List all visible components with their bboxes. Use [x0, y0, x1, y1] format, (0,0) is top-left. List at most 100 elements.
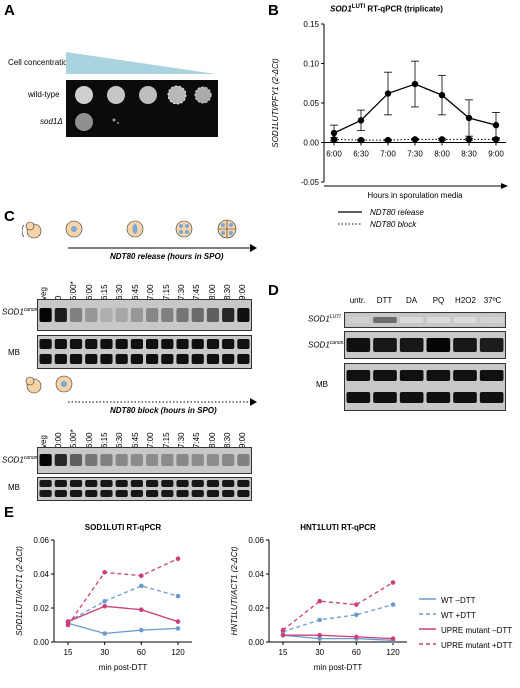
- blot-band: [161, 490, 174, 497]
- block-cartoons: [25, 375, 73, 394]
- block-lane-label: 6:15: [100, 432, 110, 448]
- release-lane-label: 5:00*: [69, 281, 79, 300]
- vegetative-cell-icon: [22, 221, 42, 239]
- blot-band: [191, 480, 204, 487]
- blot-band: [453, 370, 477, 381]
- release-lane-label: 7:45: [192, 284, 202, 300]
- release-lane-labels: veg 0 5:00* 6:00 6:15 6:30 6:45 7:00 7:15 7:30 7:4…: [37, 263, 252, 300]
- e-x-tick-label: 120: [386, 648, 400, 657]
- blot-band: [399, 338, 424, 352]
- blot-band: [146, 308, 159, 322]
- blot-band: [85, 454, 98, 466]
- blot-band: [54, 308, 67, 322]
- blot-band: [69, 454, 83, 466]
- b-x-tick-label: 7:30: [407, 150, 423, 159]
- blot-band: [373, 370, 397, 381]
- block-sod1-bands: [38, 448, 251, 473]
- e-point: [317, 617, 322, 623]
- e-legend-label: UPRE mutant +DTT: [441, 641, 513, 650]
- blot-band: [115, 490, 128, 497]
- blot-band: [237, 480, 250, 487]
- b-point: [465, 114, 473, 122]
- blot-band: [54, 339, 67, 349]
- blot-band: [39, 480, 52, 487]
- blot-band: [100, 454, 113, 466]
- d-row2-gene: SOD1: [308, 340, 330, 350]
- panel-d-lane-labels: untr. DTT DA PQ H2O2 37ºC: [344, 296, 506, 312]
- e-series-line: [282, 634, 394, 641]
- blot-band: [479, 338, 504, 352]
- blot-band: [130, 354, 143, 364]
- d-mb-label: MB: [316, 380, 328, 389]
- e-series-line: [283, 634, 394, 640]
- blot-band: [191, 339, 204, 349]
- blot-background: [345, 313, 505, 327]
- b-point: [492, 121, 500, 129]
- e-point: [139, 583, 144, 589]
- blot-band: [176, 454, 189, 466]
- blot-band: [130, 308, 143, 322]
- block-lane-label: 6:00: [84, 432, 94, 448]
- spot-plate: [66, 80, 218, 137]
- title-sup: LUTI: [351, 4, 366, 10]
- blot-band: [39, 354, 52, 364]
- blot-band: [237, 354, 250, 364]
- e-legend-label: WT +DTT: [441, 611, 476, 620]
- e-point: [317, 598, 322, 604]
- b-x-tick-label: 6:30: [353, 150, 369, 159]
- release-lane-label: 8:00: [207, 284, 217, 300]
- blot-band: [146, 454, 159, 466]
- d-lane-label: DTT: [376, 296, 393, 305]
- panel-letter-d: D: [268, 282, 279, 299]
- blot-band: [453, 317, 477, 323]
- blot-band: [222, 480, 235, 487]
- e-x-tick-label: 30: [315, 648, 324, 657]
- blot-band: [69, 490, 83, 497]
- blot-band: [453, 338, 477, 352]
- blot-background: [345, 332, 505, 358]
- blot-band: [39, 339, 52, 349]
- panel-d: untr. DTT DA PQ H2O2 37ºC SOD1LUTI SOD1canon.…: [268, 290, 518, 495]
- cell-concentration-label: Cell concentration: [8, 58, 73, 67]
- g1-cell-icon: [65, 220, 83, 238]
- blot-band: [115, 339, 128, 349]
- title-gene: SOD1: [330, 4, 352, 14]
- blot-band: [399, 317, 424, 323]
- b-x-tick-label: 8:30: [461, 150, 477, 159]
- e-ylabel: SOD1LUTI/ACT1 (2-ΔCt): [15, 546, 24, 636]
- d-mb-blot: [344, 363, 506, 411]
- blot-band: [346, 317, 371, 323]
- e-point: [390, 602, 396, 607]
- block-lane-label: 7:30: [176, 432, 186, 448]
- chart-e-right: HNT1LUTI RT-qPCR 0.00 0.02 0.04 0.06 15 30 60 12…: [230, 523, 407, 672]
- e-point: [317, 632, 322, 638]
- e-xlabel: min post-DTT: [99, 663, 148, 672]
- block-lane-label: 7:45: [192, 432, 202, 448]
- blot-band: [85, 308, 98, 322]
- d-lane-label: DA: [405, 296, 418, 305]
- concentration-gradient-wedge: [66, 52, 216, 74]
- chart-b: -0.05 0.00 0.05 0.10 0.15 6:00 6:30 7:00 7:30 8:0…: [271, 20, 508, 229]
- e-series-line: [282, 581, 394, 631]
- e-y-tick-label: 0.02: [248, 604, 264, 613]
- e-point: [102, 570, 107, 575]
- release-lane-label: 6:15: [100, 284, 110, 300]
- blot-band: [69, 339, 83, 349]
- blot-band: [130, 480, 143, 487]
- release-mb-blot: [37, 335, 252, 369]
- blot-band: [453, 392, 477, 403]
- b-point: [492, 136, 500, 143]
- block-sod1-sup: canon.: [23, 455, 39, 461]
- blot-band: [426, 338, 451, 352]
- blot-band: [130, 339, 143, 349]
- blot-band: [222, 454, 235, 466]
- blot-band: [206, 354, 220, 364]
- blot-band: [206, 308, 220, 322]
- blot-band: [206, 339, 220, 349]
- e-series-line: [67, 622, 179, 635]
- e-point: [354, 612, 359, 618]
- yeast-spots: [75, 85, 212, 131]
- block-lane-label: 8:30: [222, 432, 232, 448]
- block-sod1-gene: SOD1: [2, 455, 24, 465]
- d-row2-bands: [345, 332, 505, 358]
